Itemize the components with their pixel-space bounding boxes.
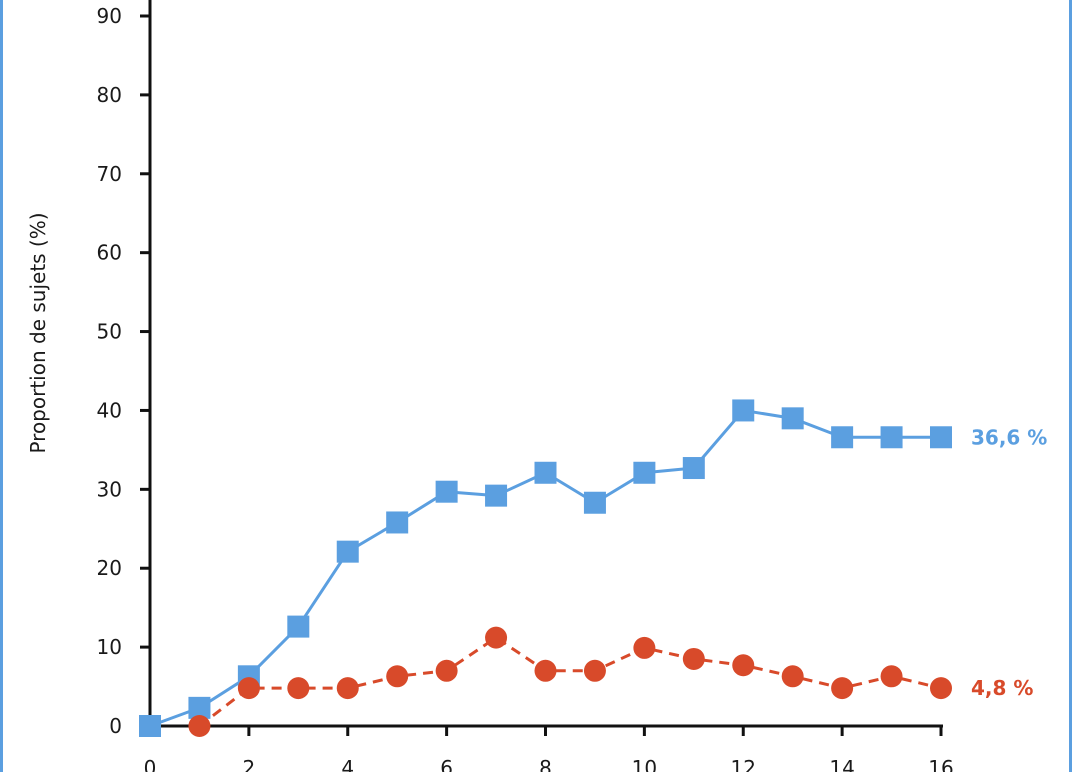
series-1: 36,6 % <box>139 399 1047 737</box>
x-tick-label: 4 <box>341 756 354 772</box>
data-point-circle <box>534 659 557 682</box>
series-line <box>198 636 942 728</box>
data-point-circle <box>188 715 211 737</box>
data-point-circle <box>386 665 409 688</box>
x-tick-label: 12 <box>731 756 756 772</box>
data-point-square <box>139 715 161 737</box>
y-tick-label: 90 <box>97 4 122 28</box>
data-point-square <box>583 491 606 514</box>
series-2: 4,8 % <box>188 626 1033 737</box>
data-point-circle <box>732 654 755 677</box>
x-tick-label: 0 <box>144 756 157 772</box>
data-point-circle <box>237 677 260 700</box>
y-tick-label: 60 <box>97 241 122 265</box>
data-point-square <box>831 426 854 449</box>
data-point-circle <box>930 677 952 700</box>
data-point-circle <box>781 665 804 688</box>
axes: 0 10 20 30 40 50 60 70 80 90 0 2 4 6 8 10 12 14 16 <box>97 0 954 772</box>
data-point-circle <box>287 677 310 700</box>
x-tick-label: 10 <box>632 756 657 772</box>
y-tick-label: 70 <box>97 162 122 186</box>
data-point-square <box>880 426 903 449</box>
data-point-square <box>682 457 705 480</box>
data-point-circle <box>485 626 508 649</box>
data-point-square <box>781 407 804 430</box>
data-point-circle <box>336 677 359 700</box>
data-point-square <box>485 484 508 507</box>
data-point-square <box>287 615 310 638</box>
data-point-square <box>386 511 409 534</box>
data-point-circle <box>831 677 854 700</box>
y-axis-title: Proportion de sujets (%) <box>26 212 50 453</box>
y-tick-label: 20 <box>97 556 122 580</box>
data-point-circle <box>633 636 656 659</box>
x-tick-label: 16 <box>928 756 953 772</box>
data-point-circle <box>880 665 903 688</box>
data-point-square <box>188 696 211 719</box>
data-point-square <box>633 461 656 484</box>
data-point-square <box>336 540 359 563</box>
y-tick-label: 50 <box>97 320 122 344</box>
data-point-square <box>435 480 458 503</box>
data-point-circle <box>435 659 458 682</box>
series-layer: 36,6 % 4,8 % <box>139 399 1047 737</box>
data-point-square <box>732 399 755 422</box>
x-tick-label: 6 <box>440 756 453 772</box>
y-tick-label: 40 <box>97 398 122 422</box>
y-tick-label: 80 <box>97 83 122 107</box>
y-tick-label: 0 <box>109 714 122 738</box>
data-point-circle <box>682 647 705 670</box>
y-tick-label: 10 <box>97 635 122 659</box>
series-end-label: 4,8 % <box>971 676 1033 700</box>
data-point-square <box>930 426 952 449</box>
x-tick-label: 8 <box>539 756 552 772</box>
x-tick-label: 2 <box>243 756 256 772</box>
data-point-square <box>534 461 557 484</box>
x-tick-label: 14 <box>829 756 854 772</box>
data-point-circle <box>583 659 606 682</box>
series-end-label: 36,6 % <box>971 425 1047 449</box>
y-tick-label: 30 <box>97 477 122 501</box>
